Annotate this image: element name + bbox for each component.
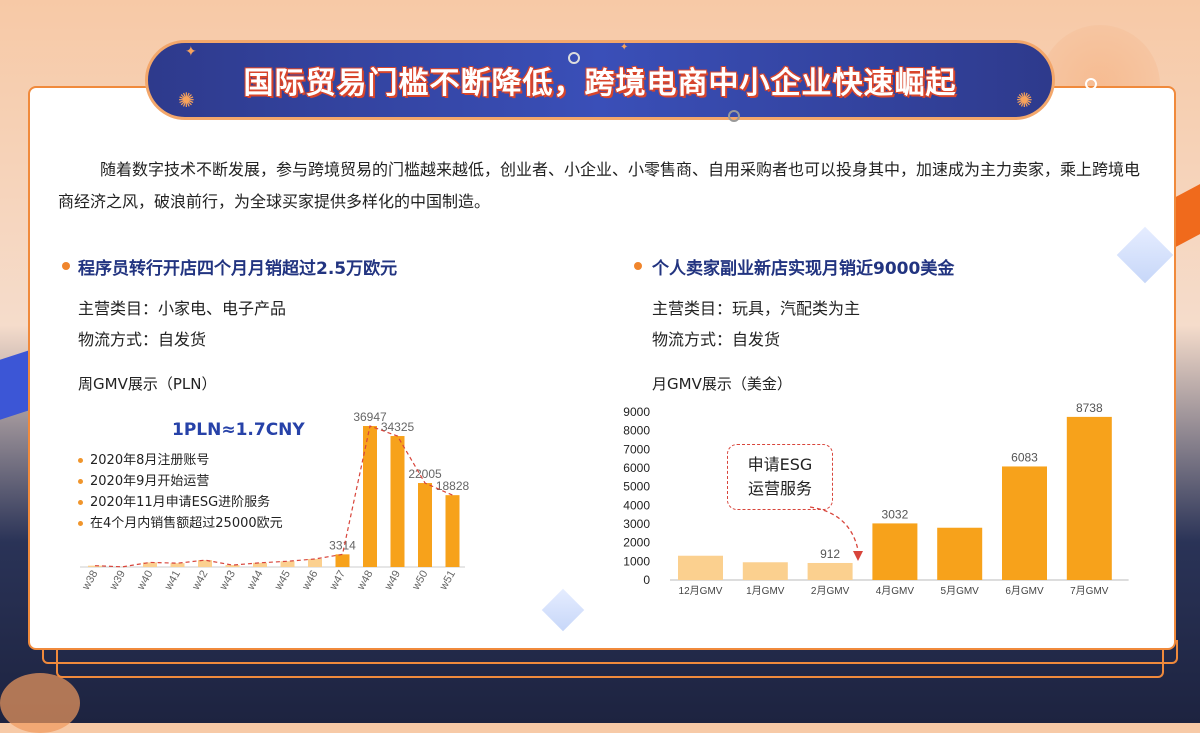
tick-label: w40: [135, 569, 156, 593]
bar: [308, 559, 322, 567]
tick-label: w42: [190, 569, 211, 593]
data-label: 8738: [1076, 401, 1103, 415]
y-tick-label: 5000: [623, 480, 650, 494]
tick-label: w49: [382, 569, 403, 593]
data-label: 18828: [436, 479, 470, 493]
bullet-dot-icon: [62, 262, 70, 270]
bar: [678, 556, 723, 580]
right-chart-label: 月GMV展示（美金）: [652, 373, 792, 394]
left-logistics: 物流方式：自发货: [78, 326, 206, 350]
y-tick-label: 4000: [623, 498, 650, 512]
esg-arrow: [800, 505, 870, 565]
tick-label: w51: [437, 569, 458, 593]
sparkle-icon: ✦: [620, 42, 628, 53]
background-circle-small: [0, 673, 80, 733]
y-tick-label: 2000: [623, 536, 650, 550]
y-tick-label: 0: [643, 573, 650, 587]
bar: [743, 562, 788, 580]
y-tick-label: 1000: [623, 554, 650, 568]
bar: [937, 528, 982, 580]
bar: [1067, 417, 1112, 580]
bar: [391, 436, 405, 567]
esg-callout-line2: 运营服务: [748, 477, 812, 501]
tick-label: w39: [107, 569, 128, 593]
tick-label: w38: [80, 569, 101, 593]
bar: [1002, 466, 1047, 580]
tick-label: w46: [300, 569, 321, 593]
y-tick-label: 3000: [623, 517, 650, 531]
intro-paragraph: 随着数字技术不断发展，参与跨境贸易的门槛越来越低，创业者、小企业、小零售商、自用…: [58, 154, 1148, 218]
left-category: 主营类目：小家电、电子产品: [78, 295, 286, 319]
right-category: 主营类目：玩具，汽配类为主: [652, 295, 860, 319]
tick-label: 6月GMV: [1005, 585, 1044, 597]
y-tick-label: 9000: [623, 405, 650, 419]
data-label: 6083: [1011, 450, 1038, 464]
y-tick-label: 7000: [623, 442, 650, 456]
esg-callout-line1: 申请ESG: [748, 453, 813, 477]
bullet-dot-icon: [634, 262, 642, 270]
data-label: 34325: [381, 420, 415, 434]
tick-label: w48: [355, 569, 376, 593]
right-logistics: 物流方式：自发货: [652, 326, 780, 350]
bar: [418, 483, 432, 567]
bar: [336, 554, 350, 567]
page-title: 国际贸易门槛不断降低，跨境电商中小企业快速崛起: [244, 58, 957, 102]
tick-label: w47: [327, 569, 348, 593]
bar: [446, 495, 460, 567]
bar: [808, 563, 853, 580]
bar: [281, 561, 295, 567]
y-tick-label: 6000: [623, 461, 650, 475]
circle-icon: [568, 52, 580, 64]
left-section-title: 程序员转行开店四个月月销超过2.5万欧元: [78, 254, 397, 279]
bar: [226, 565, 240, 567]
tick-label: w41: [162, 569, 183, 593]
tick-label: 5月GMV: [941, 585, 980, 597]
circle-icon: [728, 110, 740, 122]
y-tick-label: 8000: [623, 424, 650, 438]
tick-label: 1月GMV: [746, 585, 785, 597]
tick-label: 4月GMV: [876, 585, 915, 597]
bar: [872, 523, 917, 580]
bar: [171, 563, 185, 567]
sparkle-icon: ✺: [1016, 88, 1033, 112]
tick-label: 2月GMV: [811, 585, 850, 597]
monthly-gmv-chart: 0 1000 2000 3000 4000 5000 6000 7000 8000 9000 12月…: [610, 398, 1130, 603]
title-banner: 国际贸易门槛不断降低，跨境电商中小企业快速崛起: [145, 40, 1055, 120]
tick-label: w44: [245, 569, 266, 593]
sparkle-icon: ✦: [185, 44, 197, 60]
right-section-title: 个人卖家副业新店实现月销近9000美金: [652, 254, 954, 279]
tick-label: 12月GMV: [679, 585, 723, 597]
sparkle-icon: ✺: [178, 88, 195, 112]
tick-label: w43: [217, 569, 238, 593]
tick-label: w50: [410, 569, 431, 593]
tick-label: w45: [272, 569, 293, 593]
data-label: 3032: [882, 507, 909, 521]
circle-icon: [1085, 78, 1097, 90]
esg-callout: 申请ESG 运营服务: [727, 444, 833, 510]
data-label: 3314: [329, 538, 356, 552]
tick-label: 7月GMV: [1070, 585, 1109, 597]
